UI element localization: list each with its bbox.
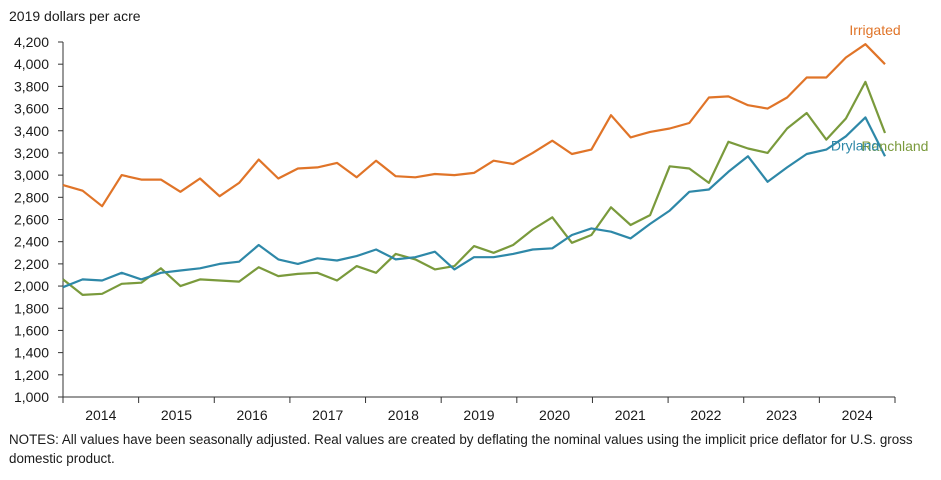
series-line-ranchland	[62, 80, 887, 296]
y-tick-label: 4,000	[14, 56, 49, 72]
y-tick-label: 2,800	[14, 189, 49, 205]
y-tick-label: 3,200	[14, 145, 49, 161]
y-axis-label: 2019 dollars per acre	[9, 8, 141, 24]
y-tick-label: 3,400	[14, 123, 49, 139]
x-tick-label: 2022	[690, 407, 721, 423]
series-label-dryland: Dryland	[831, 137, 879, 153]
x-tick-label: 2015	[161, 407, 192, 423]
land-value-chart: 2019 dollars per acre 1,000 1,200 1,400 1,6…	[9, 8, 929, 423]
x-tick-label: 2020	[539, 407, 570, 423]
x-axis: 2014 2015 2016 2017 2018 2019 2020 2021 2022 2023…	[62, 396, 896, 423]
y-tick-label: 2,200	[14, 256, 49, 272]
series-label-ranchland: Ranchland	[862, 138, 929, 154]
y-tick-label: 4,200	[14, 34, 49, 50]
y-tick-label: 2,400	[14, 234, 49, 250]
series-line-irrigated	[62, 43, 886, 208]
y-tick-label: 1,000	[14, 389, 49, 405]
x-tick-label: 2021	[615, 407, 646, 423]
x-tick-label: 2019	[463, 407, 494, 423]
x-tick-label: 2017	[312, 407, 343, 423]
y-tick-label: 3,000	[14, 167, 49, 183]
y-tick-label: 1,600	[14, 322, 49, 338]
y-tick-label: 3,600	[14, 101, 49, 117]
series-lines	[62, 43, 887, 296]
series-label-irrigated: Irrigated	[849, 22, 900, 38]
x-tick-label: 2024	[842, 407, 873, 423]
y-tick-label: 3,800	[14, 78, 49, 94]
x-tick-label: 2014	[85, 407, 116, 423]
series-line-dryland	[62, 116, 886, 289]
x-tick-label: 2023	[766, 407, 797, 423]
x-tick-label: 2018	[388, 407, 419, 423]
y-axis: 1,000 1,200 1,400 1,600 1,800 2,000 2,200 2,400…	[14, 34, 64, 405]
y-tick-label: 1,400	[14, 345, 49, 361]
y-tick-label: 1,200	[14, 367, 49, 383]
y-tick-label: 2,000	[14, 278, 49, 294]
x-tick-label: 2016	[237, 407, 268, 423]
chart-notes: NOTES: All values have been seasonally a…	[9, 432, 913, 466]
y-tick-label: 1,800	[14, 300, 49, 316]
y-tick-label: 2,600	[14, 212, 49, 228]
